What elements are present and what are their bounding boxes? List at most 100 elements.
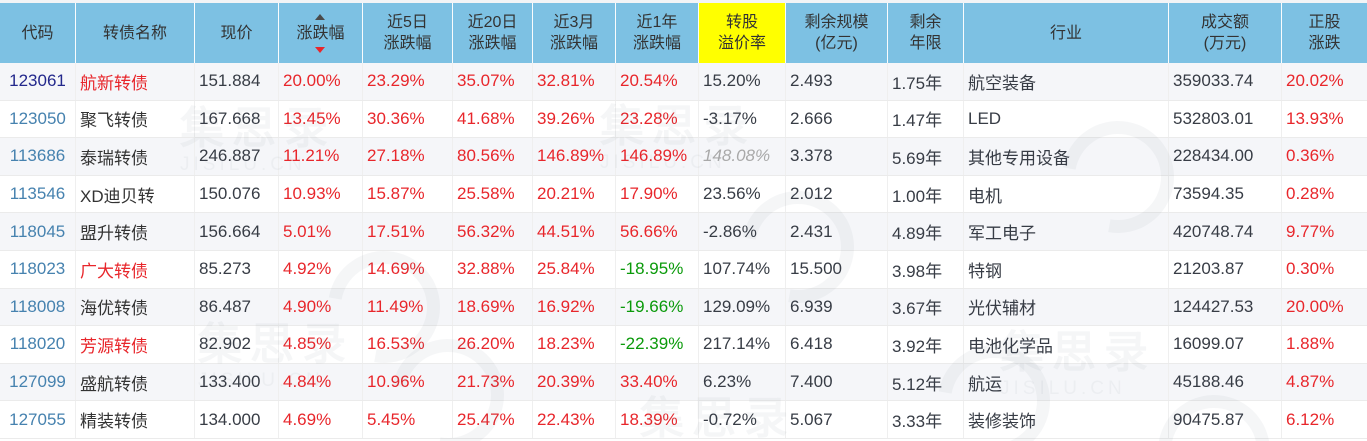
column-header-label: 成交额 xyxy=(1200,14,1249,31)
column-header-label: 涨跌幅 xyxy=(632,35,681,52)
column-header-chg1y[interactable]: 近1年 涨跌幅 xyxy=(616,3,699,63)
chg3m-cell: 32.81% xyxy=(533,63,616,100)
bond-name-link[interactable]: 盟升转债 xyxy=(76,213,195,250)
industry-cell: 装修装饰 xyxy=(964,401,1169,438)
price-cell: 156.664 xyxy=(195,213,279,250)
column-header-name[interactable]: 转债名称 xyxy=(76,3,195,63)
bond-code-link[interactable]: 118023 xyxy=(0,250,76,288)
column-header-code[interactable]: 代码 xyxy=(0,3,76,63)
column-header-label: 剩余规模 xyxy=(804,14,869,31)
sort-asc-icon xyxy=(315,13,326,20)
bond-code-link[interactable]: 123050 xyxy=(0,100,76,138)
column-header-chg3m[interactable]: 近3月 涨跌幅 xyxy=(533,3,616,63)
chg1y-cell: -22.39% xyxy=(616,326,699,363)
scale-cell: 2.666 xyxy=(786,100,888,138)
chg20d-cell: 32.88% xyxy=(453,250,533,288)
bond-name-link[interactable]: 盛航转债 xyxy=(76,363,195,401)
column-header-label: 转债名称 xyxy=(102,24,167,42)
scale-cell: 6.418 xyxy=(786,326,888,363)
chg-cell: 11.21% xyxy=(279,138,363,175)
bond-name-link[interactable]: 泰瑞转债 xyxy=(76,138,195,175)
turnover-cell: 73594.35 xyxy=(1169,175,1282,213)
turnover-cell: 21203.87 xyxy=(1169,250,1282,288)
bond-code-link[interactable]: 118045 xyxy=(0,213,76,250)
chg5d-cell: 11.49% xyxy=(363,288,453,326)
stock-cell: 9.77% xyxy=(1286,221,1335,241)
turnover-cell: 45188.46 xyxy=(1169,363,1282,401)
column-header-years[interactable]: 剩余 年限 xyxy=(888,3,964,63)
stock-cell: 20.00% xyxy=(1286,296,1344,316)
table-header-row: 代码 转债名称 现价 涨跌幅 近5日 涨跌幅 近20日 涨跌幅 近3月 涨跌幅 近1年 涨跌幅 转股 溢价… xyxy=(0,3,1367,63)
bond-code-link[interactable]: 127099 xyxy=(0,363,76,401)
stock-cell: 0.30% xyxy=(1286,259,1335,279)
column-header-price[interactable]: 现价 xyxy=(195,3,279,63)
premium-cell: -2.86% xyxy=(699,213,786,250)
chg3m-cell: 20.39% xyxy=(533,363,616,401)
column-header-chg[interactable]: 涨跌幅 xyxy=(279,3,363,63)
table-row: 127055 精装转债 134.000 4.69% 5.45% 25.47% 22.43% 1… xyxy=(0,401,1367,439)
years-cell: 1.75年 xyxy=(888,63,964,100)
chg5d-cell: 23.29% xyxy=(363,63,453,100)
chg5d-cell: 5.45% xyxy=(363,401,453,438)
column-header-label: 近20日 xyxy=(467,14,518,31)
column-header-stock[interactable]: 正股 涨跌 xyxy=(1282,3,1367,63)
turnover-cell: 532803.01 xyxy=(1169,100,1282,138)
bond-name-link[interactable]: 海优转债 xyxy=(76,288,195,326)
scale-cell: 2.493 xyxy=(786,63,888,100)
bond-name-link[interactable]: XD迪贝转 xyxy=(76,175,195,213)
price-cell: 86.487 xyxy=(195,288,279,326)
column-header-chg5d[interactable]: 近5日 涨跌幅 xyxy=(363,3,453,63)
years-cell: 1.00年 xyxy=(888,175,964,213)
bond-name-link[interactable]: 聚飞转债 xyxy=(76,100,195,138)
column-header-label: 剩余 xyxy=(909,14,942,31)
scale-cell: 15.500 xyxy=(786,250,888,288)
bond-code-link[interactable]: 113686 xyxy=(0,138,76,175)
column-header-premium[interactable]: 转股 溢价率 xyxy=(699,3,786,63)
table-row: 113686 泰瑞转债 246.887 11.21% 27.18% 80.56% 146.8… xyxy=(0,138,1367,176)
chg1y-cell: 56.66% xyxy=(616,213,699,250)
bond-code-link[interactable]: 113546 xyxy=(0,175,76,213)
column-header-label: 涨跌幅 xyxy=(468,35,517,52)
chg-cell: 4.85% xyxy=(279,326,363,363)
scale-cell: 3.378 xyxy=(786,138,888,175)
chg-cell: 4.90% xyxy=(279,288,363,326)
column-header-industry[interactable]: 行业 xyxy=(964,3,1169,63)
bond-code-link[interactable]: 118020 xyxy=(0,326,76,363)
price-cell: 85.273 xyxy=(195,250,279,288)
bond-code-link[interactable]: 127055 xyxy=(0,401,76,438)
column-header-label: 年限 xyxy=(909,35,942,52)
turnover-cell: 16099.07 xyxy=(1169,326,1282,363)
premium-cell: -0.72% xyxy=(699,401,786,438)
column-header-label: 现价 xyxy=(220,24,253,42)
stock-cell: 4.87% xyxy=(1286,372,1335,392)
chg1y-cell: 20.54% xyxy=(616,63,699,100)
chg1y-cell: 18.39% xyxy=(616,401,699,438)
column-header-label: 转股 xyxy=(725,14,758,31)
scale-cell: 2.012 xyxy=(786,175,888,213)
bond-code-link[interactable]: 118008 xyxy=(0,288,76,326)
stock-cell: 6.12% xyxy=(1286,409,1335,429)
bond-code-link[interactable]: 123061 xyxy=(0,63,76,100)
table-row: 127099 盛航转债 133.400 4.84% 10.96% 21.73% 20.39%… xyxy=(0,363,1367,402)
price-cell: 167.668 xyxy=(195,100,279,138)
table-row: 118008 海优转债 86.487 4.90% 11.49% 18.69% 16.92% -… xyxy=(0,288,1367,327)
price-cell: 246.887 xyxy=(195,138,279,175)
column-header-chg20d[interactable]: 近20日涨跌幅 xyxy=(453,3,533,63)
column-header-turnover[interactable]: 成交额 (万元) xyxy=(1169,3,1282,63)
sort-desc-icon xyxy=(315,46,326,53)
industry-cell: 航空装备 xyxy=(964,63,1169,100)
column-header-scale[interactable]: 剩余规模 (亿元) xyxy=(786,3,888,63)
bond-name-link[interactable]: 芳源转债 xyxy=(76,326,195,363)
column-header-label: (亿元) xyxy=(815,35,858,52)
bond-name-link[interactable]: 广大转债 xyxy=(76,250,195,288)
chg5d-cell: 16.53% xyxy=(363,326,453,363)
chg20d-cell: 21.73% xyxy=(453,363,533,401)
column-header-label: 正股 xyxy=(1308,14,1341,31)
turnover-cell: 124427.53 xyxy=(1169,288,1282,326)
column-header-label: 近5日 xyxy=(387,14,428,31)
bond-name-link[interactable]: 精装转债 xyxy=(76,401,195,438)
table-row: 118023 广大转债 85.273 4.92% 14.69% 32.88% 25.84% -… xyxy=(0,250,1367,289)
column-header-label: 行业 xyxy=(1049,24,1082,42)
price-cell: 82.902 xyxy=(195,326,279,363)
bond-name-link[interactable]: 航新转债 xyxy=(76,63,195,100)
